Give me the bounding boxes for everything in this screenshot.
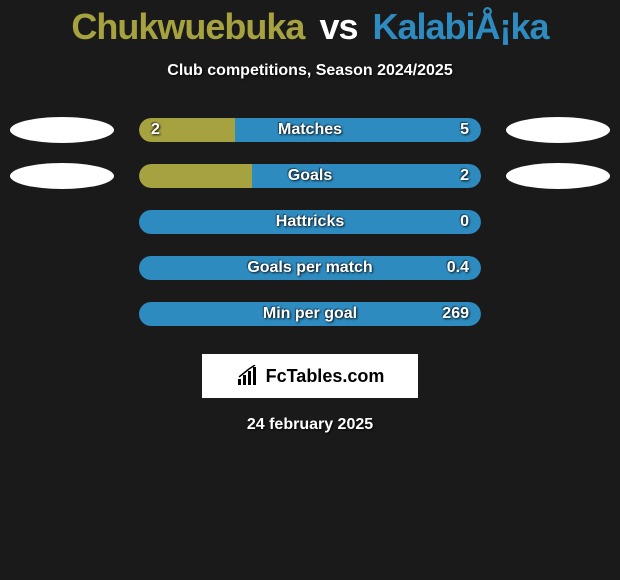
chart-icon xyxy=(236,365,262,387)
subtitle: Club competitions, Season 2024/2025 xyxy=(0,62,620,80)
right-ellipse xyxy=(506,117,610,143)
stat-row: Min per goal 269 xyxy=(0,302,620,326)
title: Chukwuebuka vs KalabiÅ¡ka xyxy=(0,0,620,48)
stat-bar: Min per goal 269 xyxy=(139,302,481,326)
stat-label: Matches xyxy=(278,121,342,139)
bar-right-fill xyxy=(235,118,481,142)
stat-right-value: 2 xyxy=(460,167,469,185)
stat-row: Goals 2 xyxy=(0,164,620,188)
stat-row: Matches 2 5 xyxy=(0,118,620,142)
vs-text: vs xyxy=(319,6,357,47)
stat-label: Goals xyxy=(288,167,332,185)
left-ellipse xyxy=(10,117,114,143)
fctables-logo: FcTables.com xyxy=(202,354,418,398)
left-ellipse xyxy=(10,163,114,189)
stat-bar: Hattricks 0 xyxy=(139,210,481,234)
bar-right-fill xyxy=(252,164,481,188)
stat-right-value: 0 xyxy=(460,213,469,231)
stat-left-value: 2 xyxy=(151,121,160,139)
player1-name: Chukwuebuka xyxy=(71,6,304,47)
player2-name: KalabiÅ¡ka xyxy=(373,6,549,47)
logo-text: FcTables.com xyxy=(266,366,385,387)
stat-right-value: 5 xyxy=(460,121,469,139)
stat-right-value: 269 xyxy=(442,305,469,323)
stat-row: Goals per match 0.4 xyxy=(0,256,620,280)
stat-label: Goals per match xyxy=(247,259,372,277)
date-text: 24 february 2025 xyxy=(0,416,620,434)
stat-bar: Goals per match 0.4 xyxy=(139,256,481,280)
stat-rows: Matches 2 5 Goals 2 Hattricks 0 Goals per match… xyxy=(0,118,620,326)
stat-bar: Goals 2 xyxy=(139,164,481,188)
comparison-card: Chukwuebuka vs KalabiÅ¡ka Club competiti… xyxy=(0,0,620,434)
right-ellipse xyxy=(506,163,610,189)
bar-left-fill xyxy=(139,164,252,188)
stat-bar: Matches 2 5 xyxy=(139,118,481,142)
stat-label: Hattricks xyxy=(276,213,344,231)
stat-row: Hattricks 0 xyxy=(0,210,620,234)
stat-label: Min per goal xyxy=(263,305,357,323)
stat-right-value: 0.4 xyxy=(447,259,469,277)
